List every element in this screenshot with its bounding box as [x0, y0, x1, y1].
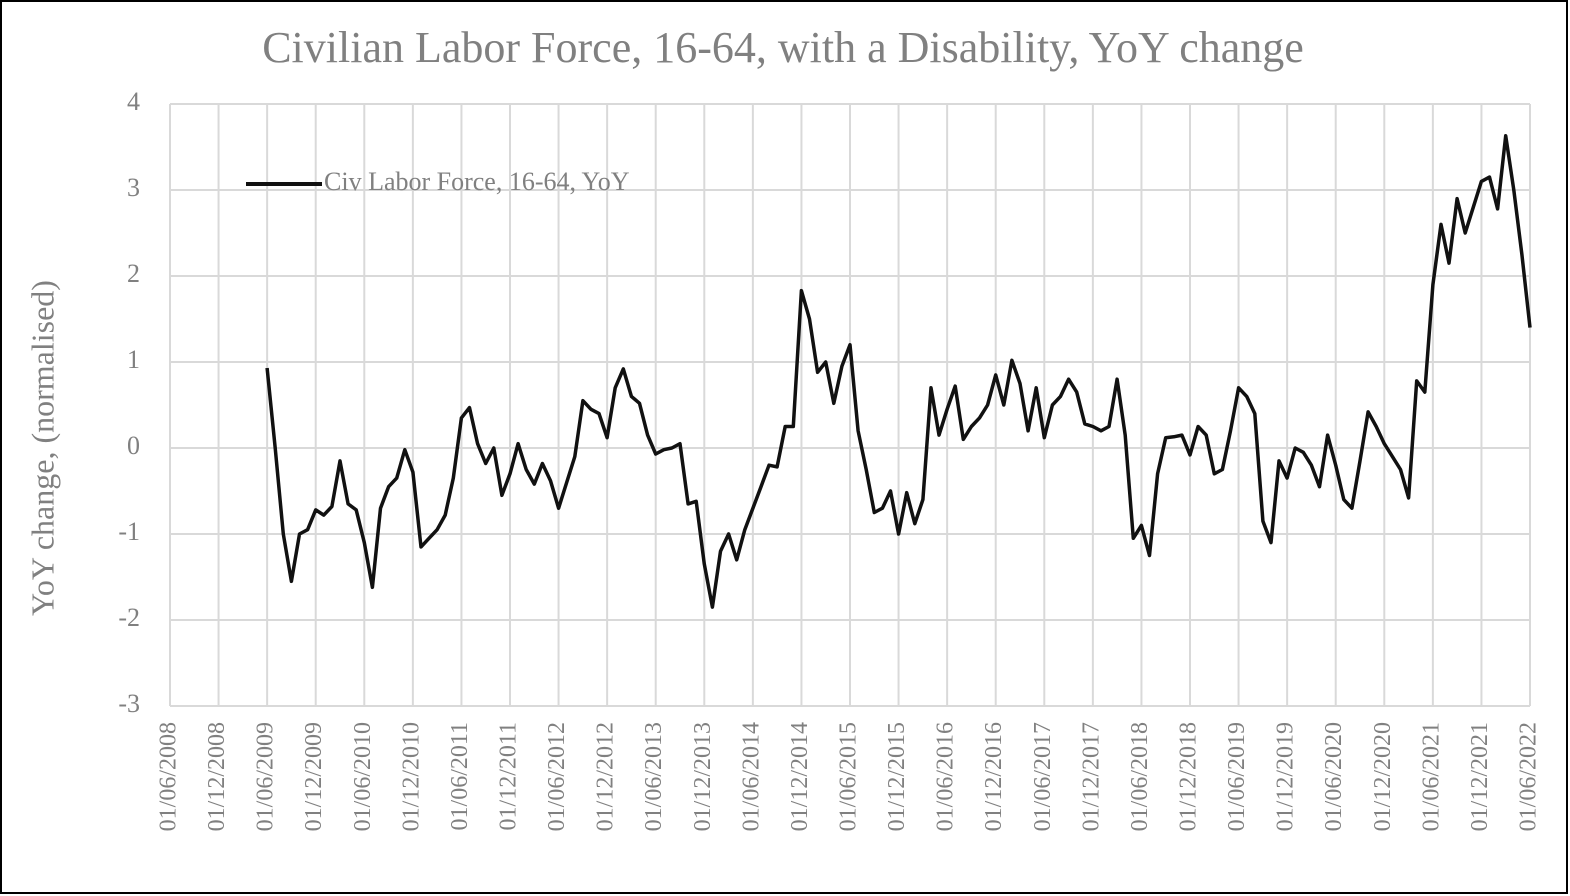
x-tick-label: 01/06/2018 [1127, 722, 1153, 831]
y-axis-label: YoY change, (normalised) [24, 280, 60, 616]
x-tick-label: 01/06/2009 [253, 722, 279, 831]
y-tick-label: 0 [127, 431, 140, 460]
legend-label: Civ Labor Force, 16-64, YoY [324, 167, 630, 196]
plot: Civ Labor Force, 16-64, YoY [246, 134, 1532, 609]
x-tick-label: 01/12/2014 [787, 722, 813, 831]
x-tick-label: 01/06/2014 [738, 722, 764, 831]
x-tick-label: 01/06/2010 [350, 722, 376, 831]
x-tick-label: 01/12/2010 [398, 722, 424, 831]
x-tick-label: 01/06/2013 [641, 722, 667, 831]
x-tick-label: 01/12/2012 [593, 722, 619, 831]
x-tick-label: 01/06/2011 [447, 722, 473, 830]
x-tick-label: 01/12/2011 [496, 722, 522, 830]
y-tick-label: 3 [127, 173, 140, 202]
y-tick-label: 4 [127, 87, 140, 116]
x-tick-label: 01/12/2009 [301, 722, 327, 831]
x-tick-label: 01/06/2008 [156, 722, 182, 831]
x-tick-label: 01/12/2015 [884, 722, 910, 831]
y-tick-label: 1 [127, 345, 140, 374]
grid: -3 -2 -1 0 1 2 3 4 01/06/2008 01/12/2008 01/06/200… [118, 87, 1541, 831]
x-tick-label: 01/06/2019 [1224, 722, 1250, 831]
x-tick-label: 01/06/2012 [544, 722, 570, 831]
x-tick-label: 01/06/2015 [836, 722, 862, 831]
x-tick-label: 01/12/2020 [1370, 722, 1396, 831]
y-tick-label: -3 [118, 689, 140, 718]
x-tick-label: 01/06/2017 [1030, 722, 1056, 831]
x-tick-label: 01/12/2021 [1467, 722, 1493, 831]
x-tick-label: 01/12/2018 [1176, 722, 1202, 831]
x-tick-label: 01/06/2016 [933, 722, 959, 831]
y-tick-label: -2 [118, 603, 140, 632]
y-tick-label: 2 [127, 259, 140, 288]
x-tick-label: 01/12/2016 [981, 722, 1007, 831]
x-tick-label: 01/12/2019 [1273, 722, 1299, 831]
x-tick-label: 01/12/2017 [1078, 722, 1104, 831]
x-tick-label: 01/06/2022 [1516, 722, 1542, 831]
x-tick-label: 01/06/2021 [1418, 722, 1444, 831]
x-tick-label: 01/12/2008 [204, 722, 230, 831]
x-tick-label: 01/12/2013 [690, 722, 716, 831]
chart-title: Civilian Labor Force, 16-64, with a Disa… [262, 23, 1304, 72]
x-tick-label: 01/06/2020 [1321, 722, 1347, 831]
y-tick-label: -1 [118, 517, 140, 546]
line [265, 134, 1532, 609]
